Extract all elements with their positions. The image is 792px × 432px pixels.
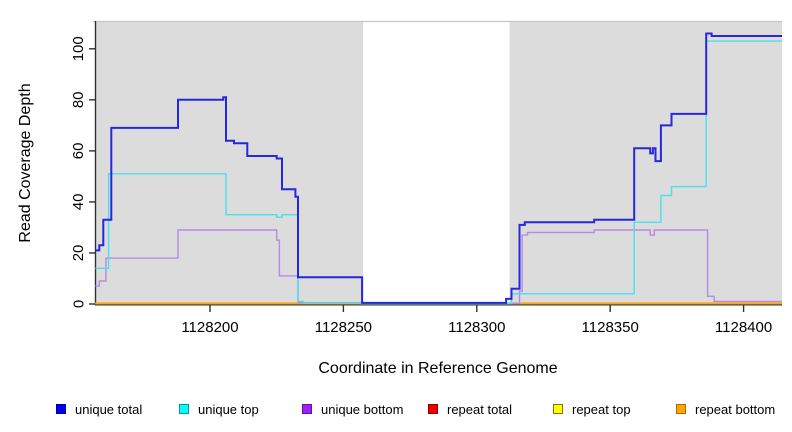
legend-swatch-icon <box>553 404 563 414</box>
y-tick-label: 100 <box>70 36 87 61</box>
legend-swatch-icon <box>302 404 312 414</box>
legend-item-repeat-bottom: repeat bottom <box>676 398 775 420</box>
legend-item-repeat-top: repeat top <box>553 398 631 420</box>
legend-label: unique top <box>198 401 259 417</box>
x-tick-label: 1128350 <box>582 319 639 336</box>
legend-item-unique-total: unique total <box>56 398 142 420</box>
y-tick-label: 0 <box>70 300 87 308</box>
x-tick-label: 1128300 <box>448 319 505 336</box>
y-tick-label: 80 <box>70 91 87 108</box>
legend-item-unique-bottom: unique bottom <box>302 398 403 420</box>
legend-label: repeat top <box>572 401 631 417</box>
legend-label: unique bottom <box>321 401 404 417</box>
legend-label: unique total <box>75 401 143 417</box>
x-tick-label: 1128400 <box>715 319 772 336</box>
legend-swatch-icon <box>676 404 686 414</box>
legend-swatch-icon <box>428 404 438 414</box>
legend-swatch-icon <box>179 404 189 414</box>
axes-layer: 0 20 40 60 80 100 1128200 1128250 1128300 1128350… <box>70 21 782 336</box>
series-layer <box>95 32 782 305</box>
legend-item-unique-top: unique top <box>179 398 259 420</box>
series-unique-bottom <box>95 229 782 305</box>
legend-label: repeat bottom <box>695 401 776 417</box>
x-tick-label: 1128250 <box>315 319 372 336</box>
coverage-plot: 0 20 40 60 80 100 1128200 1128250 1128300 1128350… <box>17 20 782 377</box>
x-tick-label: 1128200 <box>181 319 238 336</box>
left-gray-band <box>95 22 364 304</box>
y-tick-label: 60 <box>70 143 87 160</box>
series-unique-total <box>95 32 782 304</box>
x-axis-title: Coordinate in Reference Genome <box>318 360 557 377</box>
y-tick-label: 40 <box>70 194 87 211</box>
series-unique-top <box>95 40 782 305</box>
right-gray-band <box>509 22 782 304</box>
legend-item-repeat-total: repeat total <box>428 398 512 420</box>
legend-swatch-icon <box>56 404 66 414</box>
legend-label: repeat total <box>447 401 513 417</box>
y-axis-title: Read Coverage Depth <box>17 83 34 242</box>
shaded-region-layer <box>93 20 782 304</box>
y-tick-label: 20 <box>70 245 87 262</box>
plot-legend: unique total unique top unique bottom repea… <box>0 398 792 420</box>
